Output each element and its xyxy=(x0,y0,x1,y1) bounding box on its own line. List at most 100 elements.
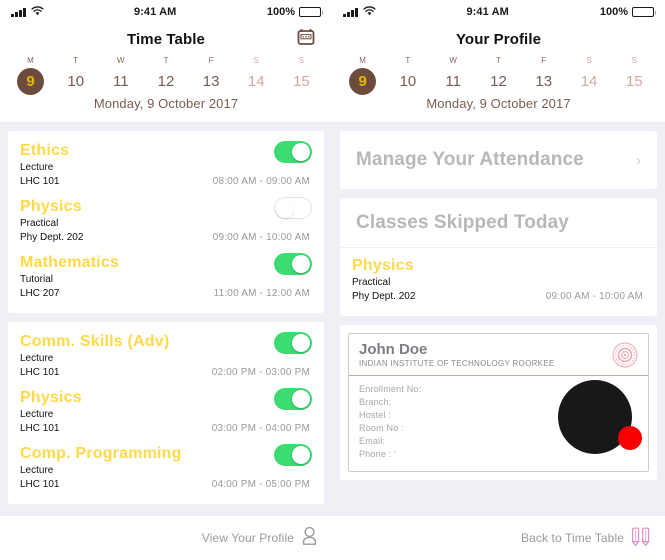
week-day-6[interactable]: S 15 xyxy=(279,54,324,96)
calendar-icon[interactable] xyxy=(296,27,316,47)
class-type: Practical xyxy=(352,277,391,288)
day-number[interactable]: 12 xyxy=(157,72,175,90)
week-day-6[interactable]: S 15 xyxy=(612,54,657,96)
id-card-header: John Doe INDIAN INSTITUTE OF TECHNOLOGY … xyxy=(349,334,648,376)
week-day-3[interactable]: T 12 xyxy=(143,54,188,96)
class-time: 11:00 AM - 12:00 AM xyxy=(213,288,310,299)
day-of-week-label: T xyxy=(163,55,169,65)
class-slot[interactable]: Physics Practical Phy Dept. 202 09:00 AM… xyxy=(20,193,312,249)
week-day-5[interactable]: S 14 xyxy=(566,54,611,96)
institute-seal-icon xyxy=(612,342,638,368)
class-title: Physics xyxy=(352,257,414,274)
class-time: 09:00 AM - 10:00 AM xyxy=(545,291,643,302)
class-title: Physics xyxy=(20,198,82,215)
id-card-body: Enrollment No: Branch: Hostel : Room No … xyxy=(349,376,648,471)
class-slot[interactable]: Comp. Programming Lecture LHC 101 04:00 … xyxy=(20,440,312,496)
week-day-3[interactable]: T 12 xyxy=(476,54,521,96)
attendance-toggle[interactable] xyxy=(274,253,312,275)
day-of-week-label: T xyxy=(405,55,411,65)
manage-attendance-button[interactable]: Manage Your Attendance › xyxy=(340,131,657,189)
id-field-hostel: Hostel : xyxy=(359,410,392,420)
profile-content: Manage Your Attendance › Classes Skipped… xyxy=(332,123,665,516)
bottom-bar: View Your Profile xyxy=(0,516,332,560)
attendance-toggle[interactable] xyxy=(274,444,312,466)
page-title: Your Profile xyxy=(455,30,542,48)
day-number[interactable]: 10 xyxy=(67,72,85,90)
wifi-icon xyxy=(30,5,44,19)
view-profile-label[interactable]: View Your Profile xyxy=(201,531,294,545)
day-number[interactable]: 15 xyxy=(625,72,643,90)
header-divider xyxy=(0,122,332,123)
attendance-toggle[interactable] xyxy=(274,197,312,219)
attendance-toggle[interactable] xyxy=(274,141,312,163)
class-title: Mathematics xyxy=(20,254,120,271)
person-icon[interactable] xyxy=(301,526,318,550)
header-divider xyxy=(332,122,665,123)
class-slot[interactable]: Mathematics Tutorial LHC 207 11:00 AM - … xyxy=(20,249,312,305)
id-field-enrollment: Enrollment No: xyxy=(359,384,422,394)
day-of-week-label: S xyxy=(298,55,305,65)
week-day-2[interactable]: W 11 xyxy=(98,54,143,96)
day-number[interactable]: 11 xyxy=(113,72,129,90)
class-type: Practical xyxy=(20,218,59,229)
classes-skipped-heading: Classes Skipped Today xyxy=(340,198,657,248)
class-time: 08:00 AM - 09:00 AM xyxy=(212,176,310,187)
nav-bar: Your Profile xyxy=(332,24,665,54)
back-to-timetable-label[interactable]: Back to Time Table xyxy=(521,531,624,545)
day-number[interactable]: 14 xyxy=(247,72,265,90)
wifi-icon xyxy=(362,5,376,19)
class-title: Ethics xyxy=(20,142,70,159)
timetable-list: Ethics Lecture LHC 101 08:00 AM - 09:00 … xyxy=(0,123,332,516)
selected-date-label: Monday, 9 October 2017 xyxy=(93,96,239,111)
week-day-4[interactable]: F 13 xyxy=(521,54,566,96)
class-room: LHC 101 xyxy=(20,367,60,378)
class-type: Lecture xyxy=(20,353,54,364)
institute-name: INDIAN INSTITUTE OF TECHNOLOGY ROORKEE xyxy=(359,359,555,368)
id-field-email: Email: xyxy=(359,436,386,446)
day-number[interactable]: 10 xyxy=(399,72,417,90)
week-day-5[interactable]: S 14 xyxy=(234,54,279,96)
week-day-4[interactable]: F 13 xyxy=(189,54,234,96)
student-name: John Doe xyxy=(359,341,428,358)
attendance-toggle[interactable] xyxy=(274,332,312,354)
class-type: Lecture xyxy=(20,162,54,173)
battery-percent-label: 100% xyxy=(266,6,295,18)
class-title: Comm. Skills (Adv) xyxy=(20,333,170,350)
day-number[interactable]: 13 xyxy=(535,72,553,90)
day-number[interactable]: 11 xyxy=(445,72,461,90)
class-slot[interactable]: Physics Lecture LHC 101 03:00 PM - 04:00… xyxy=(20,384,312,440)
class-slot[interactable]: Comm. Skills (Adv) Lecture LHC 101 02:00… xyxy=(20,328,312,384)
day-number[interactable]: 14 xyxy=(580,72,598,90)
pens-icon[interactable] xyxy=(631,525,651,552)
class-type: Tutorial xyxy=(20,274,53,285)
class-time: 09:00 AM - 10:00 AM xyxy=(212,232,310,243)
class-time: 03:00 PM - 04:00 PM xyxy=(211,423,310,434)
attendance-toggle[interactable] xyxy=(274,388,312,410)
status-bar: 9:41 AM 100% xyxy=(0,0,332,24)
week-day-1[interactable]: T 10 xyxy=(53,54,98,96)
day-number[interactable]: 12 xyxy=(490,72,507,90)
page-title: Time Table xyxy=(127,30,205,48)
id-field-branch: Branch: xyxy=(359,397,392,407)
skipped-class-slot[interactable]: Physics Practical Phy Dept. 202 09:00 AM… xyxy=(352,252,645,308)
battery-percent-label: 100% xyxy=(599,6,628,18)
id-card-container: John Doe INDIAN INSTITUTE OF TECHNOLOGY … xyxy=(340,325,657,480)
week-day-1[interactable]: T 10 xyxy=(385,54,430,96)
day-of-week-label: M xyxy=(359,55,367,65)
class-room: LHC 207 xyxy=(20,288,60,299)
day-number[interactable]: 15 xyxy=(293,72,310,90)
week-day-2[interactable]: W 11 xyxy=(431,54,476,96)
day-number[interactable]: 9 xyxy=(349,67,377,95)
class-type: Lecture xyxy=(20,409,54,420)
day-number[interactable]: 9 xyxy=(17,67,45,95)
nav-bar: Time Table xyxy=(0,24,332,54)
class-slot[interactable]: Ethics Lecture LHC 101 08:00 AM - 09:00 … xyxy=(20,137,312,193)
day-number[interactable]: 13 xyxy=(202,72,220,90)
status-bar-time: 9:41 AM xyxy=(133,6,177,18)
battery-icon xyxy=(299,7,323,17)
